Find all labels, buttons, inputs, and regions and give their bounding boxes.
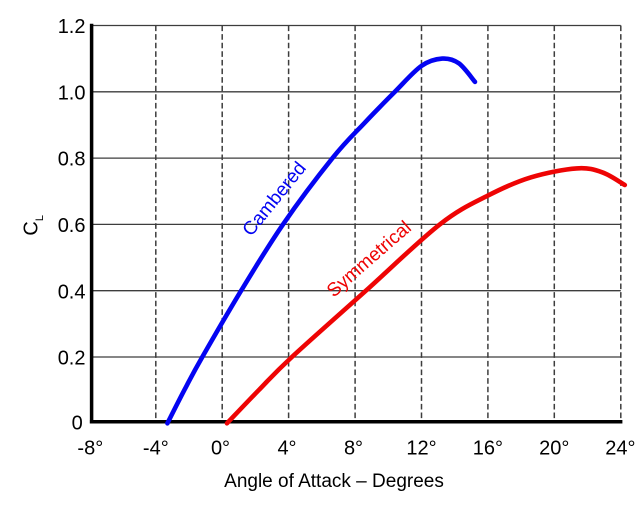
svg-text:0.4: 0.4 (58, 281, 86, 303)
svg-text:12°: 12° (406, 437, 436, 459)
svg-text:20°: 20° (539, 437, 569, 459)
svg-text:0.2: 0.2 (58, 348, 86, 370)
svg-text:1.2: 1.2 (58, 16, 86, 38)
svg-text:0°: 0° (211, 437, 230, 459)
svg-text:16°: 16° (473, 437, 503, 459)
svg-text:8°: 8° (344, 437, 363, 459)
svg-text:Angle of Attack – Degrees: Angle of Attack – Degrees (224, 471, 444, 492)
svg-text:0.6: 0.6 (58, 215, 86, 237)
svg-text:0.8: 0.8 (58, 149, 86, 171)
svg-text:24°: 24° (605, 437, 635, 459)
svg-text:4°: 4° (277, 437, 296, 459)
svg-text:-4°: -4° (143, 437, 169, 459)
svg-text:1.0: 1.0 (58, 82, 86, 104)
svg-text:0: 0 (72, 412, 83, 434)
svg-text:-8°: -8° (77, 437, 103, 459)
